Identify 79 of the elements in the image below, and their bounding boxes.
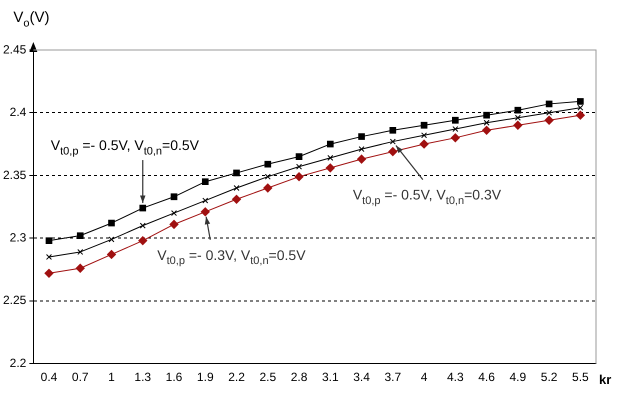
point (296, 164, 302, 170)
point (294, 172, 304, 182)
point (77, 248, 84, 255)
x-tick-label: 1.9 (196, 370, 214, 384)
point (327, 154, 334, 161)
y-tick-label: 2.3 (10, 230, 27, 244)
x-tick-label: 2.8 (290, 370, 308, 384)
point (264, 160, 272, 168)
x-tick-label: 5.5 (572, 370, 590, 384)
point (108, 220, 115, 226)
y-tick-label: 2.35 (2, 168, 27, 182)
point (139, 204, 146, 212)
point (234, 185, 240, 191)
point (171, 210, 177, 216)
y-tick-label: 2.4 (10, 105, 27, 120)
point (76, 264, 85, 273)
x-tick-label: 3.7 (384, 370, 402, 384)
point (358, 133, 365, 140)
point (388, 147, 398, 156)
point (514, 114, 521, 121)
point (170, 220, 179, 229)
point (546, 100, 552, 108)
point (170, 193, 178, 200)
x-tick-label: 1.3 (134, 370, 152, 384)
point (138, 236, 148, 246)
point (514, 106, 522, 114)
point (577, 98, 584, 105)
x-tick-label: 1 (108, 370, 116, 384)
point (44, 268, 54, 278)
point (484, 120, 490, 126)
point (421, 132, 428, 138)
point (357, 154, 366, 164)
point (108, 236, 114, 242)
point (482, 126, 492, 135)
point (389, 126, 396, 134)
x-tick-label: 3.4 (353, 370, 370, 384)
point (513, 120, 522, 130)
point (107, 250, 116, 259)
point (576, 110, 585, 120)
point (326, 140, 334, 148)
x-tick-label: 4.3 (446, 370, 464, 384)
point (202, 178, 209, 186)
point (76, 232, 84, 239)
point (483, 112, 490, 119)
x-tick-label: 0.4 (40, 370, 58, 384)
x-tick-label: 0.7 (72, 370, 89, 384)
point (232, 194, 242, 204)
point (233, 170, 240, 176)
point (452, 116, 459, 124)
y-tick-label: 2.25 (2, 293, 27, 308)
point (46, 237, 52, 244)
point (544, 116, 554, 125)
point (140, 222, 146, 229)
x-axis-title: kr (599, 372, 612, 388)
point (358, 146, 365, 152)
point (546, 110, 552, 116)
x-tick-label: 4 (420, 370, 428, 384)
point (420, 122, 428, 129)
x-tick-label: 4.6 (478, 370, 496, 384)
point (326, 163, 335, 172)
point (577, 104, 584, 111)
x-tick-label: 1.6 (166, 370, 183, 384)
x-tick-label: 2.5 (259, 370, 276, 384)
x-tick-label: 3.1 (322, 370, 339, 384)
point (390, 138, 396, 145)
y-tick-label: 2.2 (10, 356, 27, 370)
point (296, 153, 302, 160)
point (264, 174, 271, 180)
x-tick-label: 2.2 (228, 370, 246, 384)
point (420, 140, 429, 149)
point (202, 198, 208, 204)
point (200, 207, 210, 216)
point (452, 126, 458, 132)
y-tick-label: 2.45 (2, 42, 27, 56)
point (46, 254, 52, 260)
point (450, 133, 460, 142)
x-tick-label: 5.2 (540, 370, 558, 384)
point (263, 183, 272, 192)
x-tick-label: 4.9 (510, 370, 527, 384)
